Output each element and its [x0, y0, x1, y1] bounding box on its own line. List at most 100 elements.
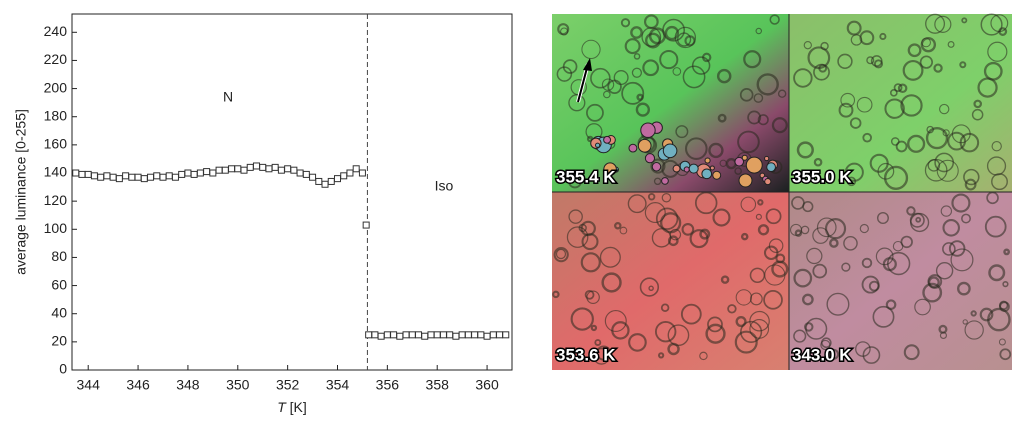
texture-spot — [655, 207, 679, 230]
texture-spot — [947, 40, 955, 48]
texture-spot — [998, 300, 1009, 311]
texture-spot — [659, 212, 682, 234]
texture-spot — [942, 219, 960, 237]
data-point — [103, 172, 111, 180]
texture-spot — [933, 63, 943, 73]
texture-spot — [763, 289, 783, 310]
texture-spot — [915, 216, 922, 223]
texture-spot — [603, 90, 611, 99]
data-point — [433, 331, 441, 339]
texture-spot — [844, 162, 864, 182]
texture-spot — [866, 56, 875, 65]
texture-spot — [914, 298, 931, 316]
data-point — [228, 165, 236, 173]
texture-spot — [684, 137, 708, 160]
texture-spot — [942, 242, 956, 256]
texture-spot — [816, 217, 837, 238]
texture-spot — [859, 30, 875, 46]
data-point — [122, 172, 130, 180]
data-point — [408, 331, 416, 339]
texture-spot — [796, 141, 814, 159]
texture-spot — [650, 158, 666, 174]
texture-spot — [716, 68, 732, 84]
data-point — [302, 170, 310, 178]
texture-spot — [660, 303, 670, 312]
texture-spot — [897, 83, 908, 94]
texture-spot — [756, 73, 779, 96]
texture-spot — [749, 292, 763, 306]
droplet — [651, 162, 662, 172]
data-point — [165, 172, 173, 180]
texture-spot — [664, 25, 680, 41]
texture-spot — [653, 177, 662, 186]
texture-spot — [826, 292, 850, 316]
texture-spot — [737, 130, 760, 154]
texture-spot — [893, 83, 903, 93]
texture-spot — [639, 277, 660, 297]
droplet — [683, 166, 690, 173]
data-point — [502, 331, 510, 339]
droplet — [734, 156, 745, 167]
texture-spot — [570, 307, 594, 331]
texture-spot — [757, 224, 770, 236]
texture-spot — [948, 240, 966, 257]
y-tick-label: 100 — [44, 220, 68, 236]
texture-spot — [701, 52, 712, 63]
texture-spot — [951, 193, 971, 213]
x-tick-label: 344 — [77, 377, 101, 393]
texture-spot — [740, 196, 757, 213]
texture-spot — [934, 15, 952, 33]
data-point — [246, 163, 254, 171]
x-tick-label: 352 — [276, 377, 300, 393]
texture-spot — [621, 81, 645, 105]
texture-spot — [734, 167, 742, 175]
texture-spot — [909, 212, 925, 228]
texture-spot — [964, 320, 984, 340]
droplet — [661, 177, 669, 185]
data-point — [134, 173, 142, 181]
texture-spot — [633, 53, 641, 60]
texture-spot — [794, 229, 803, 237]
texture-spot — [636, 93, 644, 101]
texture-spot — [753, 93, 764, 103]
texture-spot — [890, 89, 898, 97]
data-point — [171, 173, 179, 181]
x-tick-label: 360 — [475, 377, 499, 393]
texture-spot — [890, 137, 900, 146]
texture-spot — [846, 20, 862, 36]
data-point — [415, 331, 423, 339]
droplet — [764, 177, 772, 186]
data-point — [452, 332, 460, 340]
texture-spot — [838, 177, 844, 184]
texture-spot — [802, 201, 814, 213]
texture-spot — [963, 168, 980, 186]
droplet — [603, 162, 617, 176]
texture-spot — [925, 127, 949, 150]
data-point — [221, 166, 229, 174]
x-axis-unit: [K] — [290, 399, 307, 415]
texture-spot — [580, 252, 601, 273]
texture-spot — [906, 206, 916, 216]
droplet — [766, 162, 776, 172]
texture-spot — [824, 218, 847, 240]
texture-spot — [764, 264, 786, 286]
texture — [552, 13, 1012, 365]
droplet — [672, 164, 681, 173]
data-point — [346, 169, 354, 177]
data-point — [340, 172, 348, 180]
x-tick-label: 354 — [326, 377, 350, 393]
droplet — [741, 154, 748, 161]
data-point — [321, 180, 329, 188]
texture-spot — [720, 275, 730, 284]
texture-spot — [879, 32, 887, 41]
droplet — [712, 170, 722, 180]
phase-label: Iso — [435, 178, 454, 194]
x-tick-label: 356 — [376, 377, 400, 393]
texture-spot — [991, 141, 1002, 152]
data-point — [371, 331, 379, 339]
texture-spot — [886, 251, 911, 276]
texture-spot — [735, 289, 753, 306]
texture-spot — [620, 18, 631, 28]
texture-spot — [566, 226, 589, 248]
data-point — [90, 172, 98, 180]
